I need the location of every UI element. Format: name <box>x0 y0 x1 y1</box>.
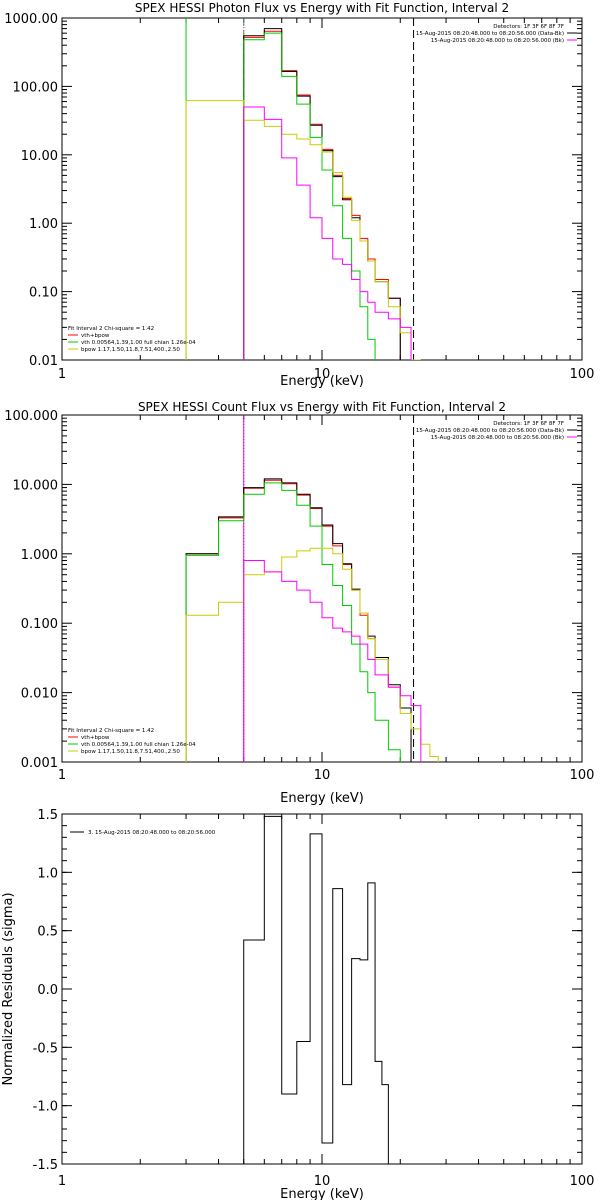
x-tick-label: 1 <box>58 1174 66 1189</box>
x-axis-label: Energy (keV) <box>280 1187 364 1200</box>
plot-frame <box>61 414 583 763</box>
y-tick-label: 0.10 <box>29 286 58 301</box>
legend-fit-label: Fit Interval 2 Chi-square = 1.42 <box>68 728 154 734</box>
y-tick-label: 10.000 <box>13 478 59 493</box>
legend-entry: vth+bpow <box>81 735 110 741</box>
y-tick-label: -1.5 <box>33 1158 58 1173</box>
legend-entry: 15-Aug-2015 08:20:48.000 to 08:20:56.000… <box>416 428 564 434</box>
x-tick-label: 1 <box>58 768 66 783</box>
chart-panel-3: 1 10 100 Energy (keV) -1.5 -1.0 -0.5 0.0 0.5 1.0 1… <box>1 808 594 1200</box>
x-tick-label: 10 <box>314 768 331 783</box>
legend-entry: bpow 1.17,1.50,11.8,7.51,400.,2.50 <box>81 347 180 353</box>
plot-frame <box>61 17 583 361</box>
y-tick-label: 1000.00 <box>4 12 58 27</box>
legend-entry: vth+bpow <box>81 333 110 339</box>
chart-panel-2: SPEX HESSI Count Flux vs Energy with Fit… <box>4 400 594 806</box>
legend-entry: Detectors: 1F 3F 6F 8F 7F <box>493 421 564 427</box>
y-tick-label: 0.01 <box>29 354 58 369</box>
x-tick-label: 1 <box>58 367 66 382</box>
series-line-3 <box>243 32 376 360</box>
legend-fit-label: Fit Interval 2 Chi-square = 1.42 <box>68 326 154 332</box>
y-tick-label: 0.0 <box>37 983 58 998</box>
legend-entry: vth 0.00564,1.39,1.00 full chian 1.26e-0… <box>81 340 196 346</box>
chart-title: SPEX HESSI Count Flux vs Energy with Fit… <box>138 400 506 414</box>
legend-entry: vth 0.00564,1.39,1.00 full chian 1.26e-0… <box>81 742 196 748</box>
y-tick-label: 0.5 <box>37 925 58 940</box>
chart-title: SPEX HESSI Photon Flux vs Energy with Fi… <box>135 1 509 15</box>
legend-entry: 15-Aug-2015 08:20:48.000 to 08:20:56.000… <box>431 38 564 44</box>
x-axis-label: Energy (keV) <box>280 374 364 389</box>
y-tick-label: 100.000 <box>4 409 58 424</box>
legend-entry: Detectors: 1F 3F 6F 8F 7F <box>493 24 564 30</box>
y-tick-label: 100.00 <box>13 80 59 95</box>
x-tick-label: 100 <box>570 367 595 382</box>
series-line-5 <box>243 560 422 762</box>
series-line-4 <box>185 100 421 360</box>
x-tick-label: 100 <box>570 768 595 783</box>
plot-area <box>185 415 439 762</box>
y-tick-label: -1.0 <box>33 1100 58 1115</box>
y-tick-label: 1.0 <box>37 866 58 881</box>
x-tick-label: 10 <box>314 1174 331 1189</box>
series-line-1 <box>243 30 401 360</box>
y-tick-label: 1.000 <box>21 548 58 563</box>
y-axis-label: Normalized Residuals (sigma) <box>1 892 16 1085</box>
y-tick-label: 1.00 <box>29 217 58 232</box>
y-tick-label: 0.100 <box>21 617 58 632</box>
series-line-2 <box>185 478 412 762</box>
x-tick-label: 10 <box>314 367 331 382</box>
legend-entry: 15-Aug-2015 08:20:48.000 to 08:20:56.000… <box>416 31 564 37</box>
y-tick-label: 10.00 <box>21 149 58 164</box>
legend-entry: 15-Aug-2015 08:20:48.000 to 08:20:56.000… <box>431 435 564 441</box>
x-axis-label: Energy (keV) <box>280 791 364 806</box>
series-line-3 <box>185 482 401 762</box>
legend-entry: bpow 1.17,1.50,11.8,7.51,400.,2.50 <box>81 749 180 755</box>
y-tick-label: -0.5 <box>33 1041 58 1056</box>
plot-area <box>185 18 421 360</box>
legend-entry: 3. 15-Aug-2015 08:20:48.000 to 08:20:56.… <box>88 830 216 836</box>
plot-area <box>243 815 389 1164</box>
series-line-5 <box>243 106 412 360</box>
series-line-4 <box>185 547 439 762</box>
y-tick-label: 0.001 <box>21 756 58 771</box>
chart-panel-1: SPEX HESSI Photon Flux vs Energy with Fi… <box>4 1 594 389</box>
series-line-2 <box>243 28 401 360</box>
y-tick-label: 0.010 <box>21 687 58 702</box>
x-tick-label: 100 <box>570 1174 595 1189</box>
series-line-1 <box>243 815 389 1164</box>
y-tick-label: 1.5 <box>37 808 58 823</box>
